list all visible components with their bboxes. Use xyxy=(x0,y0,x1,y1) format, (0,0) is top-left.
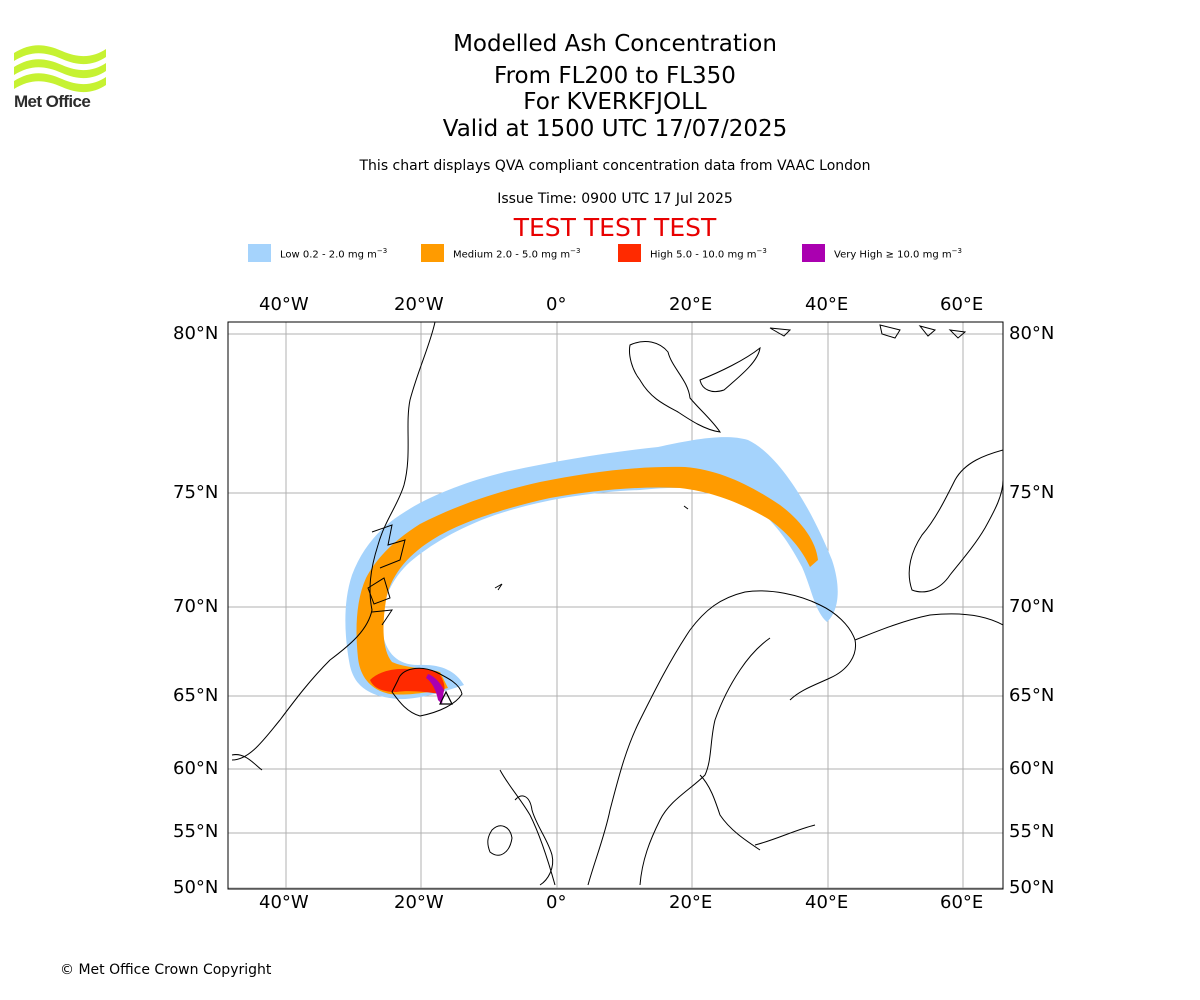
lat-tick-right-50n: 50°N xyxy=(1009,877,1055,898)
lat-tick-right-60n: 60°N xyxy=(1009,758,1055,779)
coastlines xyxy=(231,322,1003,886)
lat-tick-left-55n: 55°N xyxy=(173,821,219,842)
legend-label-medium: Medium 2.0 - 5.0 mg m xyxy=(453,249,571,261)
ash-very-high-contour xyxy=(426,674,444,704)
lon-tick-top-40w: 40°W xyxy=(259,294,309,315)
legend-label-low: Low 0.2 - 2.0 mg m xyxy=(280,249,377,261)
chart-title: Modelled Ash Concentration xyxy=(453,31,777,57)
lat-tick-left-60n: 60°N xyxy=(173,758,219,779)
lon-tick-top-20e: 20°E xyxy=(669,294,713,315)
ash-low-contour xyxy=(345,437,838,700)
lat-tick-left-70n: 70°N xyxy=(173,596,219,617)
lon-tick-bottom-40e: 40°E xyxy=(805,892,849,913)
lat-tick-right-80n: 80°N xyxy=(1009,323,1055,344)
lat-tick-right-55n: 55°N xyxy=(1009,821,1055,842)
lon-tick-bottom-60e: 60°E xyxy=(940,892,984,913)
lat-tick-left-80n: 80°N xyxy=(173,323,219,344)
lon-tick-bottom-20e: 20°E xyxy=(669,892,713,913)
lon-tick-top-20w: 20°W xyxy=(394,294,444,315)
lon-tick-top-0: 0° xyxy=(546,294,567,315)
chart-volcano: For KVERKFJOLL xyxy=(523,89,707,115)
legend-swatch-high xyxy=(618,244,641,262)
lat-tick-left-75n: 75°N xyxy=(173,482,219,503)
test-banner: TEST TEST TEST xyxy=(513,213,717,242)
lon-tick-top-60e: 60°E xyxy=(940,294,984,315)
lon-tick-bottom-40w: 40°W xyxy=(259,892,309,913)
volcano-triangle-icon xyxy=(439,690,453,705)
lat-tick-right-65n: 65°N xyxy=(1009,685,1055,706)
legend-label-high: High 5.0 - 10.0 mg m xyxy=(650,249,757,261)
lat-tick-left-65n: 65°N xyxy=(173,685,219,706)
lon-tick-bottom-20w: 20°W xyxy=(394,892,444,913)
logo-text: Met Office xyxy=(14,92,91,111)
issue-time: Issue Time: 0900 UTC 17 Jul 2025 xyxy=(497,191,733,207)
lat-tick-right-70n: 70°N xyxy=(1009,596,1055,617)
map-background xyxy=(228,322,1003,889)
legend-label-very-high: Very High ≥ 10.0 mg m xyxy=(834,249,952,261)
chart-flight-levels: From FL200 to FL350 xyxy=(494,63,736,89)
ash-high-contour xyxy=(370,668,445,694)
gridlines xyxy=(228,322,1003,889)
legend-swatch-very-high xyxy=(802,244,825,262)
map-frame xyxy=(227,321,1004,890)
lon-tick-bottom-0: 0° xyxy=(546,892,567,913)
legend-swatch-medium xyxy=(421,244,444,262)
lon-tick-top-40e: 40°E xyxy=(805,294,849,315)
chart-subtitle: This chart displays QVA compliant concen… xyxy=(359,158,871,174)
met-office-logo-icon xyxy=(14,45,106,93)
lat-tick-right-75n: 75°N xyxy=(1009,482,1055,503)
legend-swatch-low xyxy=(248,244,271,262)
chart-valid-time: Valid at 1500 UTC 17/07/2025 xyxy=(442,116,788,142)
lat-tick-left-50n: 50°N xyxy=(173,877,219,898)
copyright-notice: © Met Office Crown Copyright xyxy=(60,962,272,978)
